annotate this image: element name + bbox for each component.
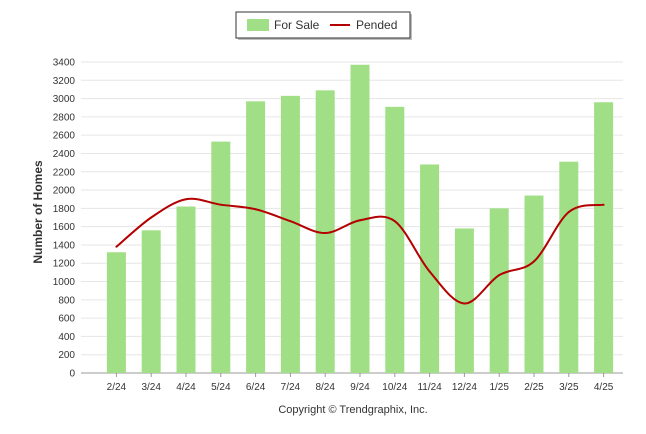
y-tick-label: 0 (69, 369, 75, 380)
x-tick-label: 4/25 (594, 382, 614, 393)
bar-for-sale (350, 64, 370, 374)
pended-point (567, 211, 570, 214)
bar-for-sale (106, 252, 126, 373)
x-tick-label: 3/25 (559, 382, 579, 393)
x-tick-label: 9/24 (350, 382, 370, 393)
pended-point (219, 203, 222, 206)
y-tick-label: 3000 (53, 94, 76, 105)
y-tick-label: 3200 (53, 76, 76, 87)
legend-swatch-for-sale (247, 19, 269, 31)
y-tick-label: 2200 (53, 167, 76, 178)
y-tick-label: 400 (58, 332, 75, 343)
bar-for-sale (246, 101, 266, 374)
pended-point (463, 302, 466, 305)
x-tick-label: 12/24 (452, 382, 477, 393)
pended-point (498, 274, 501, 277)
y-tick-label: 2400 (53, 149, 76, 160)
pended-point (602, 203, 605, 206)
pended-point (533, 260, 535, 263)
y-axis-label: Number of Homes (31, 160, 45, 264)
bar-for-sale (211, 141, 231, 373)
legend-label-pended: Pended (356, 18, 397, 32)
y-tick-label: 1200 (53, 259, 76, 270)
bar-for-sale (454, 228, 474, 373)
y-tick-labels: 0 200 400 600 800 1000 1200 1400 1600 1800 2000 220… (53, 58, 76, 380)
y-tick-label: 3400 (53, 58, 76, 69)
y-tick-label: 800 (58, 295, 75, 306)
pended-point (359, 219, 361, 222)
bar-for-sale (141, 230, 161, 373)
x-tick-label: 11/24 (417, 382, 442, 393)
bar-for-sale (315, 90, 335, 373)
legend: For Sale Pended (235, 11, 412, 40)
pended-point (393, 220, 396, 223)
pended-point (324, 232, 327, 235)
bar-for-sale (524, 195, 544, 373)
bar-for-sale (280, 95, 300, 373)
x-tick-label: 10/24 (382, 382, 407, 393)
pended-point (115, 245, 118, 248)
bar-for-sale (594, 102, 614, 373)
bar-for-sale (559, 161, 579, 373)
y-tick-label: 2000 (53, 186, 76, 197)
pended-point (254, 208, 257, 211)
x-tick-label: 6/24 (246, 382, 266, 393)
pended-point (150, 216, 153, 219)
y-tick-label: 600 (58, 314, 75, 325)
y-tick-label: 200 (58, 350, 75, 361)
y-tick-label: 1000 (53, 277, 76, 288)
y-tick-label: 1800 (53, 204, 76, 215)
x-tick-label: 5/24 (211, 382, 231, 393)
x-tick-label: 2/24 (107, 382, 127, 393)
bar-for-sale (385, 106, 405, 373)
x-tick-label: 1/25 (489, 382, 509, 393)
pended-line-group (115, 197, 605, 305)
x-tick-labels: 2/24 3/24 4/24 5/24 6/24 7/24 8/24 9/24 10/24 11/… (107, 373, 614, 393)
bar-for-sale (489, 208, 509, 373)
x-tick-label: 4/24 (176, 382, 196, 393)
y-tick-label: 1400 (53, 240, 76, 251)
y-tick-label: 2800 (53, 112, 76, 123)
pended-point (289, 220, 292, 223)
bar-for-sale (176, 206, 196, 373)
y-tick-label: 1600 (53, 222, 76, 233)
x-tick-label: 7/24 (281, 382, 301, 393)
pended-point (185, 198, 187, 201)
bar-for-sale (420, 164, 440, 373)
x-tick-label: 2/25 (524, 382, 544, 393)
bars (106, 64, 614, 374)
x-tick-label: 3/24 (141, 382, 161, 393)
y-tick-label: 2600 (53, 131, 76, 142)
copyright-footer: Copyright © Trendgraphix, Inc. (278, 404, 427, 416)
x-tick-label: 8/24 (315, 382, 335, 393)
legend-label-for-sale: For Sale (274, 18, 320, 32)
pended-point (428, 270, 431, 273)
